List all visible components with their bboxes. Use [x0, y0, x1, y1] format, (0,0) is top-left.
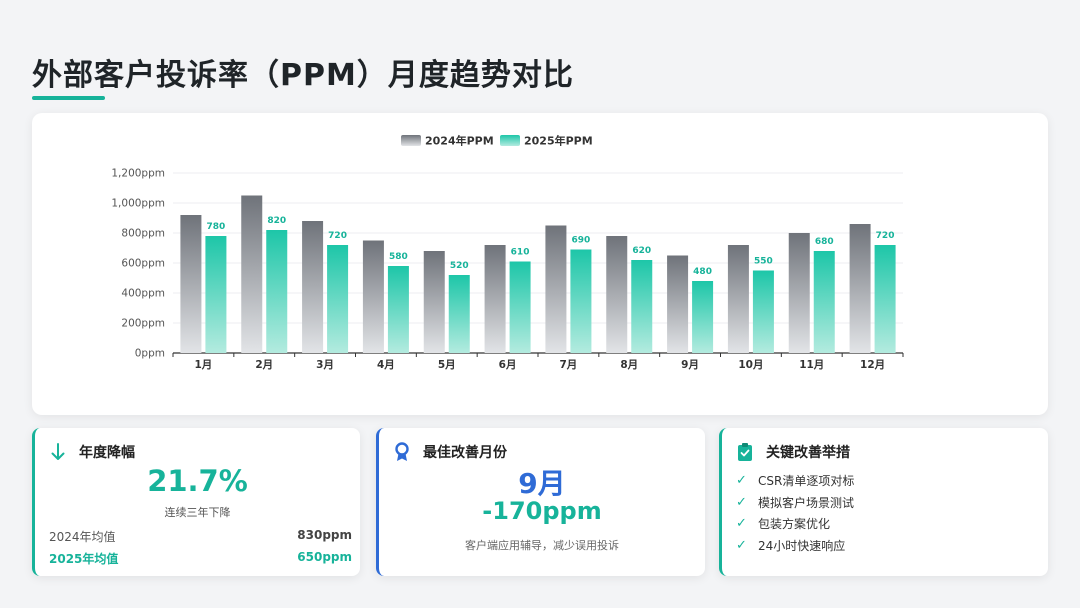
x-tick-label: 5月	[438, 359, 456, 371]
clipboard-check-icon	[736, 442, 754, 462]
bar-2024-12	[849, 224, 871, 353]
bar-2024-1	[180, 215, 202, 353]
y-tick-label: 1,200ppm	[111, 168, 165, 180]
data-label: 610	[511, 248, 530, 258]
key-measures-card: 关键改善举措 ✓ CSR清单逐项对标 ✓ 模拟客户场景测试 ✓ 包装方案优化 ✓ 24小…	[719, 428, 1048, 576]
chart-card: 0ppm 200ppm 400ppm 600ppm 800ppm 1,000ppm 1,20…	[32, 113, 1048, 415]
card-title: 年度降幅	[79, 445, 135, 461]
best-month-value: 9月	[518, 467, 566, 500]
avg-2024-row: 2024年均值 830ppm	[49, 528, 352, 545]
y-tick-label: 1,000ppm	[111, 198, 165, 210]
data-label: 690	[572, 236, 591, 246]
best-month-card: 最佳改善月份 9月 -170ppm 客户端应用辅导，减少误用投诉	[376, 428, 705, 576]
ppm-bar-chart: 0ppm 200ppm 400ppm 600ppm 800ppm 1,000ppm 1,20…	[111, 134, 904, 371]
check-icon: ✓	[736, 494, 747, 510]
y-tick-label: 0ppm	[135, 348, 165, 360]
legend-label: 2025年PPM	[524, 134, 593, 148]
x-tick-label: 6月	[499, 359, 517, 371]
annual-decline-card: 年度降幅 21.7% 连续三年下降 2024年均值 830ppm 2025年均值…	[32, 428, 360, 576]
bar-2024-4	[362, 240, 384, 353]
data-label: 680	[815, 237, 834, 247]
y-tick-label: 800ppm	[121, 228, 165, 240]
x-tick-label: 8月	[620, 359, 638, 371]
data-label: 820	[267, 216, 286, 226]
bar-2025-1	[205, 236, 227, 353]
data-label: 620	[632, 246, 651, 256]
award-icon	[393, 442, 411, 462]
data-label: 520	[450, 261, 469, 271]
bar-2024-10	[727, 245, 749, 353]
bar-2024-7	[545, 225, 567, 353]
x-tick-label: 4月	[377, 359, 395, 371]
x-tick-label: 10月	[738, 359, 763, 371]
x-tick-label: 9月	[681, 359, 699, 371]
bar-2024-11	[788, 233, 810, 353]
bar-2025-9	[692, 281, 714, 353]
measures-list: ✓ CSR清单逐项对标 ✓ 模拟客户场景测试 ✓ 包装方案优化 ✓ 24小时快速响应	[736, 470, 854, 556]
data-label: 550	[754, 257, 773, 267]
list-item: ✓ CSR清单逐项对标	[736, 473, 855, 489]
x-tick-label: 2月	[255, 359, 273, 371]
card-title: 关键改善举措	[766, 445, 850, 461]
bar-2025-12	[874, 245, 896, 353]
avg-2025-value: 650ppm	[297, 550, 352, 564]
avg-2025-row: 2025年均值 650ppm	[49, 550, 352, 567]
bar-2025-3	[327, 245, 349, 353]
bar-2025-11	[813, 251, 835, 353]
avg-2024-value: 830ppm	[297, 528, 352, 542]
x-tick-label: 3月	[316, 359, 334, 371]
x-tick-label: 1月	[195, 359, 213, 371]
data-label: 720	[876, 231, 895, 241]
card-title: 最佳改善月份	[423, 445, 507, 461]
bar-2024-8	[606, 236, 628, 353]
x-tick-label: 7月	[560, 359, 578, 371]
data-label: 480	[693, 267, 712, 277]
decline-value: 21.7%	[147, 464, 248, 498]
x-tick-label: 12月	[860, 359, 885, 371]
bar-2024-9	[667, 255, 689, 353]
best-month-delta: -170ppm	[482, 497, 602, 525]
legend-swatch	[401, 135, 421, 146]
bar-2024-5	[423, 251, 445, 353]
check-icon: ✓	[736, 516, 747, 532]
bar-2025-2	[266, 230, 288, 353]
data-label: 720	[328, 231, 347, 241]
bar-2025-6	[509, 261, 531, 353]
page-title: 外部客户投诉率（PPM）月度趋势对比	[32, 58, 574, 93]
check-icon: ✓	[736, 473, 747, 489]
legend-swatch	[500, 135, 520, 146]
bar-2025-5	[448, 275, 470, 353]
bar-2025-4	[387, 266, 409, 353]
y-tick-label: 600ppm	[121, 258, 165, 270]
bar-2025-8	[631, 260, 653, 353]
data-label: 780	[207, 222, 226, 232]
decline-subtitle: 连续三年下降	[164, 506, 231, 519]
list-item: ✓ 包装方案优化	[736, 516, 831, 532]
list-item: ✓ 24小时快速响应	[736, 537, 846, 553]
bar-2025-7	[570, 249, 592, 353]
avg-2025-label: 2025年均值	[49, 552, 119, 566]
bar-2024-3	[302, 221, 324, 353]
best-month-note: 客户端应用辅导，减少误用投诉	[465, 539, 619, 552]
check-icon: ✓	[736, 537, 747, 553]
y-tick-label: 400ppm	[121, 288, 165, 300]
arrow-down-icon	[49, 442, 67, 462]
avg-2024-label: 2024年均值	[49, 530, 116, 544]
list-item: ✓ 模拟客户场景测试	[736, 494, 855, 510]
x-tick-label: 11月	[799, 359, 824, 371]
data-label: 580	[389, 252, 408, 262]
y-tick-label: 200ppm	[121, 318, 165, 330]
bar-2024-6	[484, 245, 506, 353]
legend-label: 2024年PPM	[425, 134, 494, 148]
bar-2025-10	[752, 270, 774, 353]
bar-2024-2	[241, 195, 263, 353]
title-underline	[32, 96, 105, 100]
